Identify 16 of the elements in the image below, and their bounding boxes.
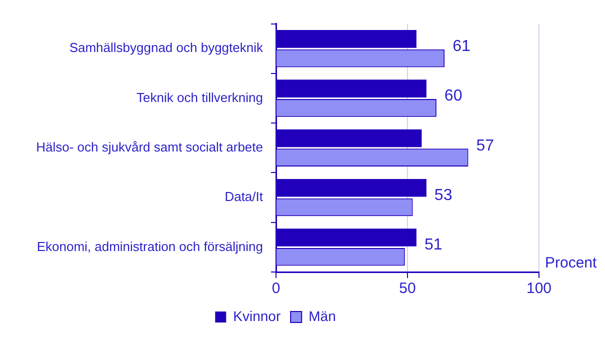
legend-label: Kvinnor [233,308,281,324]
annotation: 57 [476,137,494,154]
annotation: 60 [444,88,462,105]
y-tick-label: Teknik och tillverkning [136,90,263,105]
x-axis-title: Procent [545,254,598,272]
y-tick-label: Hälso- och sjukvård samt socialt arbete [36,139,263,154]
annotation: 53 [434,186,452,204]
x-tick-label: 100 [526,280,552,298]
y-tick-label: Ekonomi, administration och försäljning [36,238,263,254]
annotation: 51 [424,236,442,254]
x-tick-label: 0 [272,280,280,298]
y-tick-label: Data/It [224,189,264,204]
legend-label: Män [308,308,336,324]
annotation: 61 [452,38,470,56]
x-tick-label: 50 [399,280,416,298]
y-tick-label: Samhällsbyggnad och byggteknik [69,40,264,56]
